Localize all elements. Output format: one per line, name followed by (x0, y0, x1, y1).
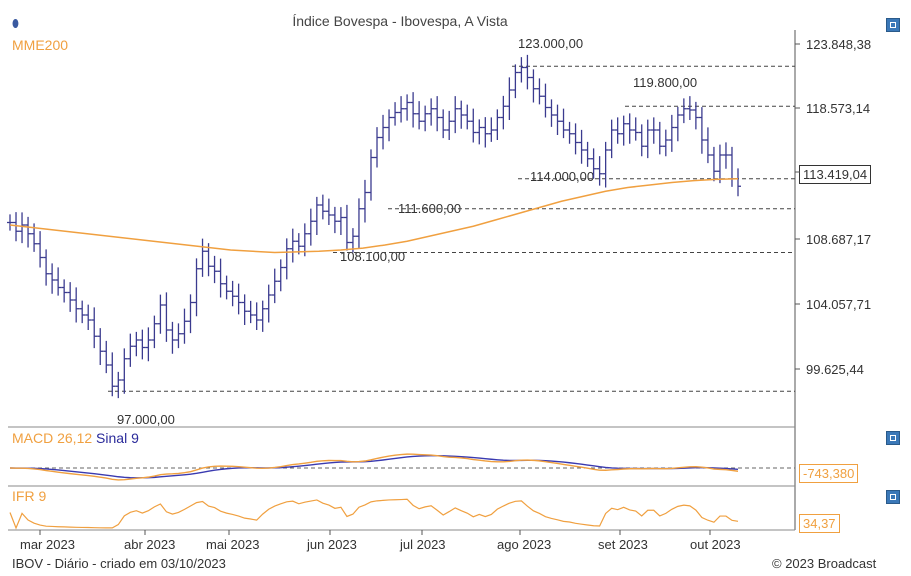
x-tick: abr 2023 (124, 537, 176, 552)
level-label: 123.000,00 (518, 36, 584, 51)
x-tick: mai 2023 (206, 537, 260, 552)
macd-label: MACD 26,12 Sinal 9 (12, 430, 139, 446)
ifr-label: IFR 9 (12, 488, 47, 504)
x-tick: out 2023 (690, 537, 741, 552)
y-tick: 123.848,38 (806, 37, 872, 52)
x-tick: set 2023 (598, 537, 648, 552)
signal-label: Sinal 9 (96, 430, 139, 446)
macd-expand-icon[interactable] (886, 431, 900, 445)
x-tick: jul 2023 (400, 537, 446, 552)
mme200-line (9, 178, 739, 254)
level-label: 97.000,00 (117, 412, 175, 427)
ifr-value-badge: 34,37 (799, 514, 840, 533)
y-tick: 108.687,17 (806, 232, 872, 247)
x-tick: mar 2023 (20, 537, 75, 552)
level-label: 119.800,00 (633, 75, 698, 90)
mme-label: MME200 (12, 37, 69, 53)
x-tick: jun 2023 (307, 537, 357, 552)
ifr-expand-icon[interactable] (886, 490, 900, 504)
y-tick: 118.573,14 (806, 101, 871, 116)
expand-icon[interactable] (886, 18, 900, 32)
last-price-badge: 113.419,04 (799, 165, 872, 184)
footer-info: IBOV - Diário - criado em 03/10/2023 (12, 556, 226, 571)
macd-value-badge: -743,380 (799, 464, 859, 483)
footer-copyright: © 2023 Broadcast (772, 556, 877, 571)
shield-icon: ⬮ (12, 18, 19, 30)
level-label: 114.000,00 (530, 169, 595, 184)
x-tick: ago 2023 (497, 537, 552, 552)
macd-line (9, 453, 739, 481)
y-tick: 99.625,44 (806, 362, 864, 377)
chart-title: Índice Bovespa - Ibovespa, A Vista (292, 13, 508, 29)
y-tick: 104.057,71 (806, 297, 872, 312)
ifr-line (9, 498, 739, 530)
signal-line (9, 454, 739, 479)
level-label: 111.600,00 (398, 201, 462, 216)
